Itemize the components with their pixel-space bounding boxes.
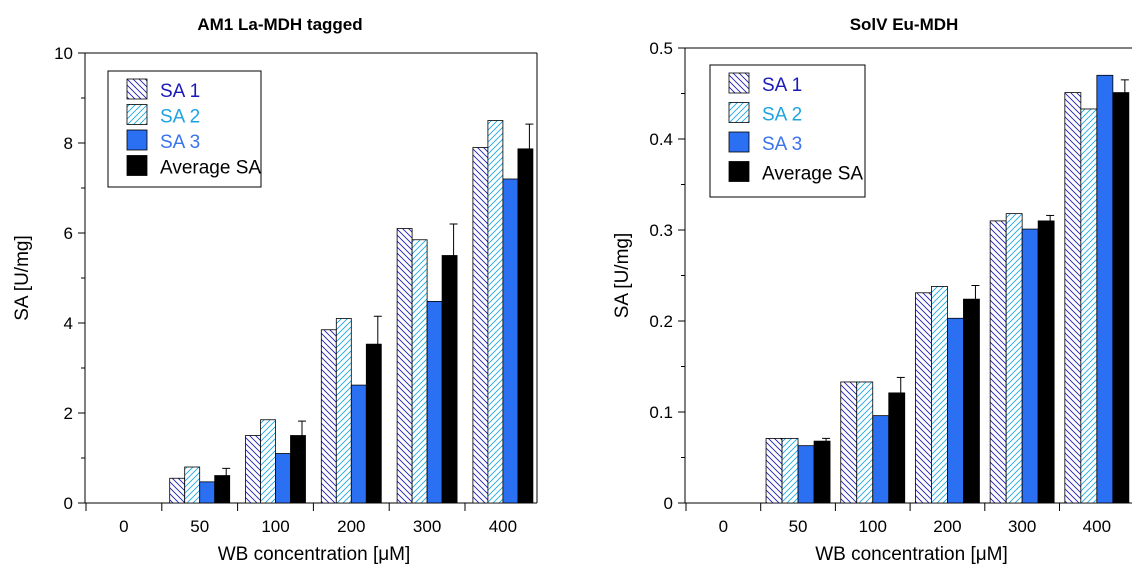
p1-bar-sa-3 bbox=[797, 445, 815, 504]
p1-bar-sa-1 bbox=[840, 381, 858, 504]
chart-panel-solv: SolV Eu-MDH 0 0.1 0.2 0.3 0.4 0.5 SA [U/mg] WB c… bbox=[612, 15, 1132, 565]
p1-bar-sa-2 bbox=[856, 381, 874, 504]
p1-y-tick-label: 0 bbox=[664, 494, 673, 513]
p0-legend-label: Average SA bbox=[160, 158, 261, 179]
p0-y-tick-label: 6 bbox=[64, 224, 73, 243]
p1-chart-title: SolV Eu-MDH bbox=[850, 15, 959, 34]
p0-bar-sa-2 bbox=[335, 318, 352, 504]
p1-bar-sa-1 bbox=[989, 220, 1007, 504]
p0-bar-sa-3 bbox=[199, 481, 216, 504]
p1-legend-swatch bbox=[728, 131, 750, 153]
p1-x-tick-label: 400 bbox=[1083, 517, 1111, 536]
p1-bar-average-sa bbox=[888, 392, 906, 504]
p0-bar-sa-2 bbox=[411, 239, 428, 504]
p1-bar-sa-1 bbox=[915, 292, 932, 504]
p0-bar-sa-2 bbox=[487, 120, 504, 504]
p0-y-tick-label: 0 bbox=[64, 494, 73, 513]
p1-bar-sa-3 bbox=[947, 317, 964, 504]
p1-legend-swatch bbox=[728, 72, 750, 94]
p1-bar-sa-1 bbox=[765, 437, 783, 504]
p1-bar-sa-3 bbox=[1096, 74, 1114, 504]
p0-x-axis-label: WB concentration [μM] bbox=[218, 544, 411, 565]
p0-x-tick-label: 200 bbox=[337, 517, 365, 536]
p0-x-tick-label: 0 bbox=[119, 517, 128, 536]
p1-x-tick-label: 50 bbox=[789, 517, 808, 536]
p1-x-axis-label: WB concentration [μM] bbox=[815, 544, 1008, 565]
p1-bar-sa-2 bbox=[1080, 108, 1098, 504]
p0-bar-sa-2 bbox=[184, 466, 201, 504]
p0-bar-average-sa bbox=[441, 255, 458, 504]
p0-bar-sa-1 bbox=[320, 329, 337, 504]
p1-y-tick-label: 0.5 bbox=[649, 39, 673, 58]
p0-legend-swatch bbox=[126, 104, 148, 125]
p1-legend-label: SA 1 bbox=[762, 75, 802, 96]
p0-legend-label: SA 2 bbox=[160, 107, 200, 128]
p1-y-tick-label: 0.2 bbox=[649, 312, 673, 331]
p1-legend-swatch bbox=[728, 161, 750, 182]
p0-y-tick-label: 8 bbox=[64, 134, 73, 153]
p0-legend-label: SA 1 bbox=[160, 81, 200, 102]
p1-legend-label: Average SA bbox=[762, 164, 863, 185]
p0-legend-label: SA 3 bbox=[160, 132, 200, 153]
p0-x-tick-label: 300 bbox=[413, 517, 441, 536]
p1-x-tick-label: 0 bbox=[719, 517, 728, 536]
p0-bar-sa-1 bbox=[396, 228, 413, 504]
p0-bar-sa-2 bbox=[260, 419, 276, 504]
p1-bar-average-sa bbox=[813, 440, 831, 504]
p1-bar-sa-2 bbox=[1005, 213, 1023, 504]
p1-x-tick-label: 300 bbox=[1008, 517, 1036, 536]
p1-bar-sa-2 bbox=[781, 437, 799, 504]
p0-bar-average-sa bbox=[517, 148, 534, 504]
p0-chart-title: AM1 La-MDH tagged bbox=[197, 15, 362, 34]
p0-x-tick-label: 400 bbox=[489, 517, 517, 536]
p1-x-tick-label: 100 bbox=[859, 517, 887, 536]
p1-bar-average-sa bbox=[963, 298, 980, 504]
p0-bar-sa-3 bbox=[350, 384, 367, 504]
p0-bar-sa-1 bbox=[245, 435, 261, 504]
p0-bar-average-sa bbox=[365, 343, 382, 504]
p0-bar-sa-1 bbox=[472, 147, 489, 504]
chart-panel-am1: AM1 La-MDH tagged 0 2 4 6 8 10 SA [U/mg] WB conc… bbox=[12, 15, 538, 565]
p1-legend-label: SA 3 bbox=[762, 134, 802, 155]
p0-bar-average-sa bbox=[214, 475, 231, 504]
p1-bar-sa-3 bbox=[872, 415, 890, 504]
p0-bar-sa-3 bbox=[275, 453, 291, 504]
p1-legend-label: SA 2 bbox=[762, 105, 802, 126]
p0-x-tick-label: 50 bbox=[190, 517, 209, 536]
p0-x-tick-label: 100 bbox=[261, 517, 289, 536]
p1-legend: SA 1 SA 2 SA 3 Average SA bbox=[709, 64, 866, 198]
p0-y-tick-label: 10 bbox=[54, 44, 73, 63]
p0-bar-sa-3 bbox=[502, 178, 519, 504]
p1-bar-average-sa bbox=[1037, 220, 1055, 504]
p0-bar-sa-1 bbox=[169, 477, 186, 504]
p1-bar-average-sa bbox=[1112, 92, 1130, 504]
p1-bar-sa-2 bbox=[931, 286, 948, 504]
p1-bar-sa-1 bbox=[1064, 92, 1082, 504]
p1-y-tick-label: 0.4 bbox=[649, 130, 673, 149]
p0-legend-swatch bbox=[126, 78, 148, 100]
p1-x-tick-label: 200 bbox=[933, 517, 961, 536]
p0-y-tick-label: 4 bbox=[64, 314, 73, 333]
p0-bar-sa-3 bbox=[426, 300, 443, 504]
p1-y-tick-label: 0.1 bbox=[649, 403, 673, 422]
p0-bar-average-sa bbox=[290, 435, 306, 504]
p0-y-axis-label: SA [U/mg] bbox=[12, 235, 33, 321]
p1-y-axis-label: SA [U/mg] bbox=[612, 233, 633, 319]
p0-y-tick-label: 2 bbox=[64, 404, 73, 423]
p0-legend-swatch bbox=[126, 129, 148, 151]
p1-legend-swatch bbox=[728, 102, 750, 123]
p0-legend: SA 1 SA 2 SA 3 Average SA bbox=[107, 70, 262, 188]
p1-bar-sa-3 bbox=[1021, 228, 1039, 504]
p1-y-tick-label: 0.3 bbox=[649, 221, 673, 240]
p0-legend-swatch bbox=[126, 155, 148, 176]
